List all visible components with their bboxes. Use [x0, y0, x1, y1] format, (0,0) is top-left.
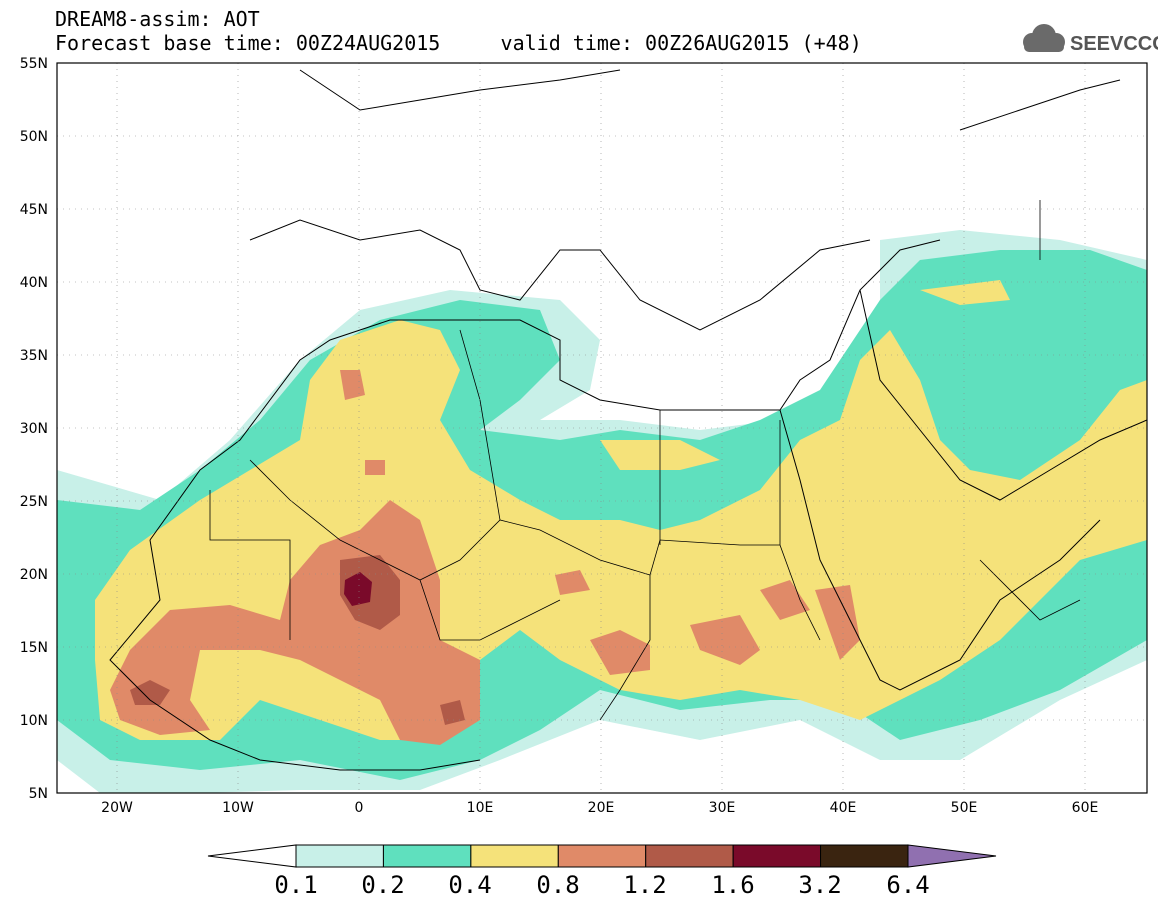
map-title: DREAM8-assim: AOT — [55, 7, 260, 31]
lat-tick: 40N — [20, 275, 48, 291]
colorbar-level: 0.2 — [361, 871, 404, 899]
colorbar-level: 0.4 — [448, 871, 491, 899]
lon-tick: 50E — [951, 800, 978, 816]
lat-tick: 35N — [20, 348, 48, 364]
colorbar-level: 1.6 — [711, 871, 754, 899]
coastlines — [109, 69, 1147, 771]
colorbar-boxes — [295, 844, 909, 868]
lon-tick: 30E — [709, 800, 736, 816]
aot-fill-0.8 — [110, 370, 860, 745]
lon-tick: 10W — [222, 800, 254, 816]
aot-fill-1.6 — [344, 572, 372, 606]
colorbar-box — [382, 844, 472, 868]
lat-tick: 10N — [20, 713, 48, 729]
lat-tick: 55N — [20, 56, 48, 72]
colorbar-level: 3.2 — [798, 871, 841, 899]
logo-text: SEEVCCC — [1070, 33, 1158, 55]
lat-tick: 45N — [20, 202, 48, 218]
lon-tick: 20E — [588, 800, 615, 816]
colorbar-level: 0.1 — [274, 871, 317, 899]
map-subtitle: Forecast base time: 00Z24AUG2015 valid t… — [55, 32, 862, 54]
colorbar-box — [295, 844, 384, 868]
lat-tick: 50N — [20, 129, 48, 145]
lon-axis: 20W 10W 0 10E 20E 30E 40E 50E 60E — [101, 800, 1098, 816]
lat-tick: 20N — [20, 567, 48, 583]
lon-tick: 20W — [101, 800, 133, 816]
cloud-icon — [1023, 24, 1065, 52]
lon-tick: 10E — [467, 800, 494, 816]
colorbar-level: 6.4 — [886, 871, 929, 899]
map-frame — [56, 62, 1148, 794]
colorbar-under-arrow — [207, 844, 297, 868]
colorbar-level: 0.8 — [536, 871, 579, 899]
valid-time: valid time: 00Z26AUG2015 (+48) — [500, 31, 862, 55]
seevccc-logo: SEEVCCC — [1023, 24, 1158, 55]
lat-tick: 30N — [20, 421, 48, 437]
colorbar-box — [820, 844, 909, 868]
lat-tick: 25N — [20, 494, 48, 510]
forecast-base-time: Forecast base time: 00Z24AUG2015 — [55, 31, 441, 55]
lon-tick: 60E — [1072, 800, 1099, 816]
colorbar: 0.1 0.2 0.4 0.8 1.2 1.6 3.2 6.4 — [207, 844, 997, 899]
colorbar-box — [470, 844, 559, 868]
lon-tick: 0 — [355, 800, 364, 816]
lat-axis: 55N 50N 45N 40N 35N 30N 25N 20N 15N 10N … — [20, 56, 48, 802]
lat-tick: 15N — [20, 640, 48, 656]
colorbar-box — [732, 844, 822, 868]
lat-tick: 5N — [29, 786, 48, 802]
colorbar-box — [645, 844, 734, 868]
colorbar-over-arrow — [907, 844, 997, 868]
colorbar-level: 1.2 — [623, 871, 666, 899]
lon-tick: 40E — [830, 800, 857, 816]
colorbar-box — [557, 844, 647, 868]
map-plot-area — [57, 63, 1147, 793]
